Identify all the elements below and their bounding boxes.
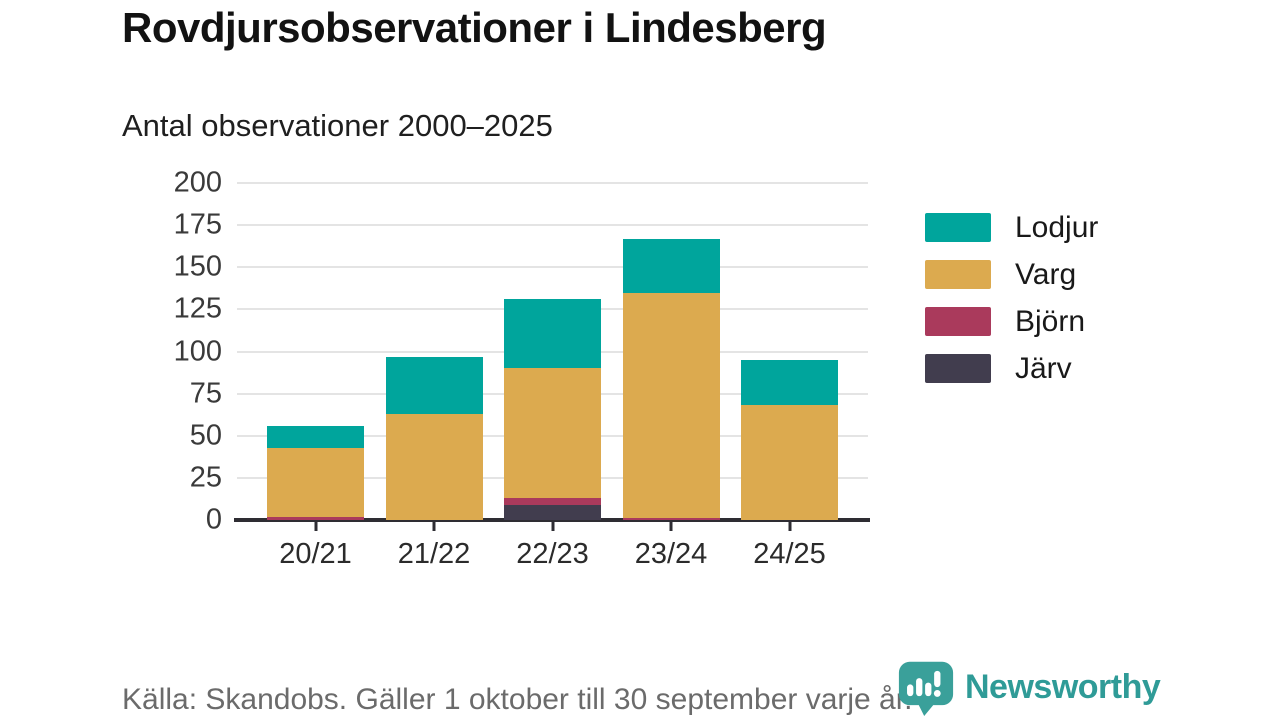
- legend-label-varg: Varg: [1015, 257, 1077, 291]
- y-axis: 0 25 50 75 100 125 150 175 200: [140, 167, 222, 536]
- bar-segment-22-23-lodjur: [504, 299, 601, 369]
- x-tick-label-20-21: 20/21: [279, 538, 352, 570]
- bar-segment-23-24-lodjur: [622, 238, 720, 293]
- y-tick-label-100: 100: [173, 335, 222, 367]
- legend-label-björn: Björn: [1015, 304, 1086, 338]
- bar-segment-20-21-varg: [267, 447, 364, 517]
- y-tick-label-75: 75: [189, 377, 222, 410]
- x-tick-mark-22-23: [551, 522, 554, 531]
- y-tick-label-175: 175: [173, 208, 222, 241]
- legend-swatch-björn: [925, 307, 991, 336]
- x-axis-line: [234, 518, 870, 522]
- brand-name: Newsworthy: [965, 668, 1161, 706]
- plot-area: 20/21 21/22 22/23 23/24 24/25: [234, 182, 870, 570]
- legend-item-varg: Varg: [925, 257, 1098, 291]
- legend-item-järv: Järv: [925, 351, 1098, 385]
- x-tick-mark-23-24: [669, 522, 673, 531]
- bar-segment-22-23-järv: [504, 504, 601, 520]
- brand: Newsworthy: [897, 660, 1161, 721]
- chart-subtitle: Antal observationer 2000–2025: [122, 108, 553, 143]
- bar-segment-20-21-björn: [267, 516, 364, 520]
- legend-label-järv: Järv: [1015, 351, 1072, 385]
- page-title: Rovdjursobservationer i Lindesberg: [122, 4, 827, 51]
- x-tick-label-24-25: 24/25: [753, 538, 826, 570]
- bar-segment-22-23-varg: [504, 368, 601, 499]
- bar-segment-23-24-björn: [622, 518, 720, 520]
- legend-item-lodjur: Lodjur: [925, 210, 1099, 244]
- legend-item-björn: Björn: [925, 304, 1098, 338]
- bar-segment-20-21-lodjur: [267, 425, 364, 448]
- y-tick-label-125: 125: [173, 292, 222, 325]
- bar-segment-24-25-varg: [741, 405, 838, 520]
- legend: Lodjur Varg Björn Järv: [925, 210, 1099, 401]
- legend-label-lodjur: Lodjur: [1015, 210, 1099, 244]
- x-tick-mark-21-22: [432, 522, 436, 531]
- y-tick-label-200: 200: [173, 166, 222, 199]
- x-tick-label-23-24: 23/24: [634, 538, 708, 570]
- x-tick-label-21-22: 21/22: [397, 538, 471, 570]
- y-tick-label-50: 50: [189, 419, 222, 452]
- y-tick-label-0: 0: [205, 503, 222, 536]
- source-note: Källa: Skandobs. Gäller 1 oktober till 3…: [122, 683, 913, 716]
- x-tick-mark-24-25: [788, 522, 791, 531]
- gridline-y-175: [237, 224, 868, 227]
- gridline-y-200: [237, 182, 868, 184]
- newsworthy-logo-icon: [897, 660, 955, 721]
- bar-segment-21-22-lodjur: [385, 356, 483, 414]
- bar-segment-24-25-lodjur: [741, 359, 838, 406]
- legend-swatch-lodjur: [925, 213, 991, 242]
- legend-swatch-järv: [925, 354, 991, 383]
- bar-segment-22-23-björn: [504, 498, 601, 505]
- x-tick-mark-20-21: [314, 522, 317, 531]
- x-tick-label-22-23: 22/23: [516, 538, 589, 570]
- y-tick-label-25: 25: [189, 461, 222, 494]
- bar-segment-21-22-varg: [385, 413, 483, 520]
- bar-segment-23-24-varg: [622, 292, 720, 519]
- y-tick-label-150: 150: [173, 250, 222, 283]
- gridline-y-150: [237, 266, 868, 269]
- legend-swatch-varg: [925, 260, 991, 289]
